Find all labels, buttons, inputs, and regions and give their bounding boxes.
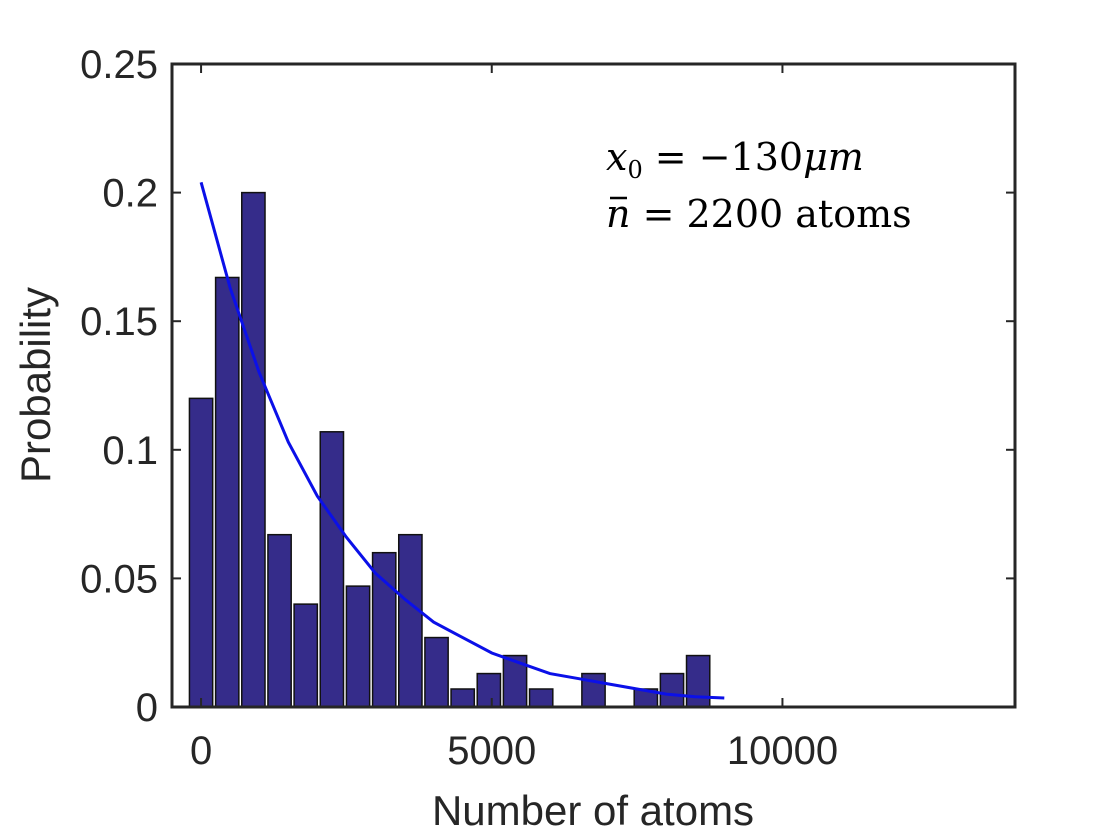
x-tick-label: 0 — [190, 729, 212, 773]
histogram-bar — [241, 191, 266, 708]
axis-ticks: 0 0.05 0.1 0.15 0.2 0.25 0 5000 10000 — [80, 43, 1015, 773]
annotation-x0-eq: = −130 — [643, 135, 803, 179]
histogram-bar — [397, 533, 423, 708]
histogram-bar — [659, 672, 685, 708]
histogram-bar — [267, 533, 292, 708]
x-axis-label: Number of atoms — [432, 787, 754, 834]
y-tick-label: 0.05 — [80, 557, 158, 601]
histogram-bar — [450, 688, 476, 708]
x-tick-label: 10000 — [727, 729, 838, 773]
bar-series — [188, 191, 711, 708]
plot-area-frame — [170, 62, 1017, 709]
histogram-bar — [293, 603, 319, 708]
histogram-bar — [214, 276, 240, 708]
annotation-nbar-var: n — [606, 192, 630, 236]
histogram-bar — [424, 636, 449, 708]
annotation-nbar: n = 2200 atoms — [606, 192, 912, 236]
histogram-bar — [319, 431, 345, 708]
histogram-bar — [476, 672, 502, 708]
annotation-nbar-eq: = 2200 atoms — [630, 192, 911, 236]
histogram-bar — [528, 688, 554, 708]
histogram-bar — [345, 585, 371, 708]
y-tick-label: 0.25 — [80, 43, 158, 87]
histogram-bar — [371, 551, 397, 708]
histogram-bar — [188, 397, 214, 708]
x-tick-label: 5000 — [447, 729, 536, 773]
annotation-x0: x0 = −130μm — [606, 135, 864, 184]
histogram-bar — [685, 654, 711, 708]
annotation-x0-unit: μm — [803, 135, 864, 179]
y-axis-label: Probability — [12, 287, 59, 483]
y-tick-label: 0 — [136, 686, 158, 730]
annotation-x0-sub: 0 — [627, 156, 642, 184]
y-tick-label: 0.1 — [102, 429, 158, 473]
y-tick-label: 0.2 — [102, 172, 158, 216]
annotation-x0-var: x — [606, 135, 627, 179]
y-tick-label: 0.15 — [80, 300, 158, 344]
fit-curve — [199, 181, 725, 700]
